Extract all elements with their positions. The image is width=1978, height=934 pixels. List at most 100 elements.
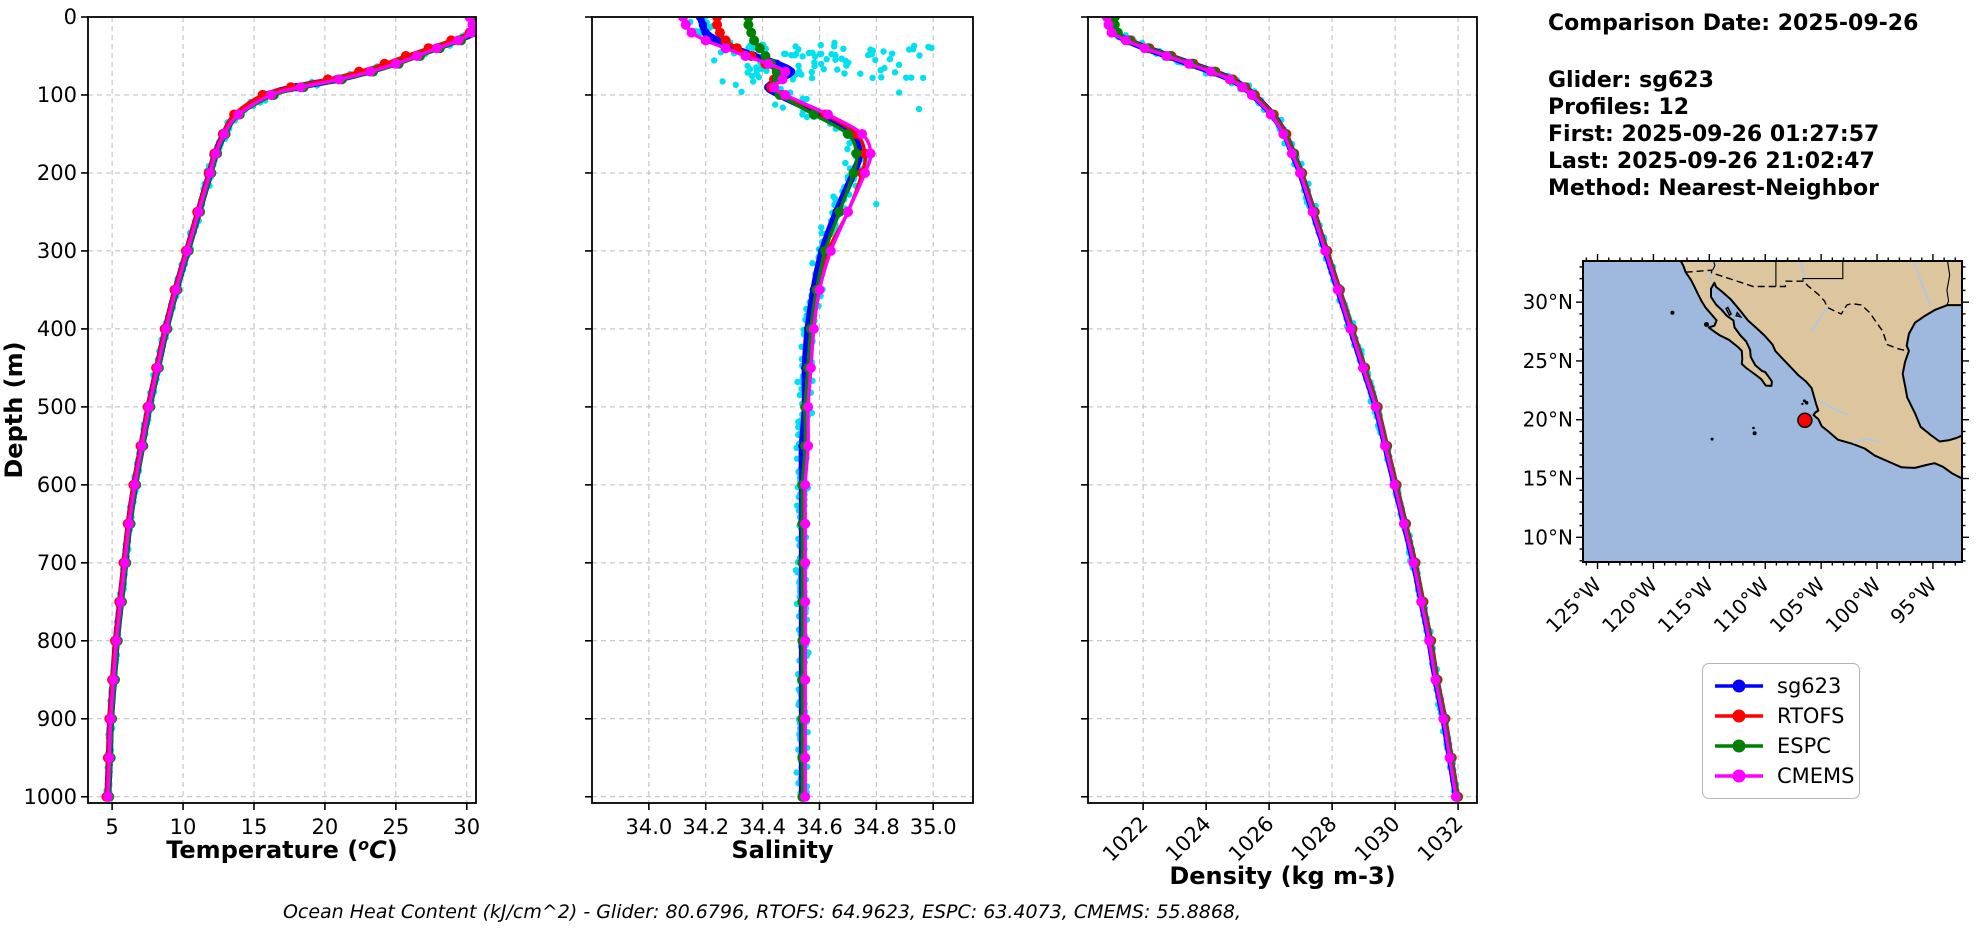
svg-text:25: 25: [382, 815, 409, 839]
svg-text:900: 900: [37, 707, 77, 731]
legend-item-sg623: sg623: [1713, 671, 1855, 701]
map-river: [1913, 261, 1932, 306]
profiles-count-text: Profiles: 12: [1548, 95, 1690, 120]
map-island-dot: [1802, 399, 1806, 403]
svg-text:20: 20: [312, 815, 339, 839]
legend-swatch-ESPC: [1715, 739, 1763, 753]
svg-text:600: 600: [37, 473, 77, 497]
density-grid: [1088, 16, 1477, 803]
map-state-line: [1802, 261, 1844, 282]
svg-text:30°N: 30°N: [1523, 290, 1573, 314]
svg-text:34.8: 34.8: [853, 815, 900, 839]
map-country-border: [1685, 269, 1909, 352]
map-island-dot: [1752, 431, 1757, 436]
info-spacer: [1548, 37, 1918, 67]
info-panel: Comparison Date: 2025-09-26 Glider: sg62…: [1548, 10, 1918, 202]
method-text: Method: Nearest-Neighbor: [1548, 176, 1879, 201]
map-island-dot: [1752, 426, 1755, 430]
svg-text:1026: 1026: [1224, 812, 1279, 867]
map-river: [1810, 306, 1828, 334]
legend-label-sg623: sg623: [1777, 674, 1842, 698]
svg-text:Density (kg m-3): Density (kg m-3): [1169, 862, 1395, 890]
map-state-line: [1946, 261, 1951, 306]
temperature-series-CMEMS: [102, 17, 476, 802]
map-island: [1725, 306, 1733, 317]
legend-label-ESPC: ESPC: [1777, 734, 1831, 758]
svg-text:400: 400: [37, 317, 77, 341]
comparison-date-text: Comparison Date: 2025-09-26: [1548, 11, 1919, 36]
svg-text:Temperature (oC): Temperature (oC): [166, 835, 398, 864]
map-state-line: [1712, 261, 1716, 271]
svg-text:110°W: 110°W: [1709, 572, 1774, 637]
legend-label-CMEMS: CMEMS: [1777, 764, 1855, 788]
svg-text:25°N: 25°N: [1523, 349, 1573, 373]
svg-text:1024: 1024: [1161, 812, 1216, 867]
last-profile-time-text: Last: 2025-09-26 21:02:47: [1548, 149, 1875, 174]
salinity-grid: [592, 16, 973, 803]
svg-text:34.4: 34.4: [739, 815, 786, 839]
map-island-dot: [1801, 402, 1804, 406]
svg-text:34.6: 34.6: [796, 815, 843, 839]
salinity-plot: 34.0 34.2 34.4 34.6 34.8 35.0 Salinity: [585, 16, 974, 864]
map-island-dot: [1670, 310, 1675, 315]
ocean-heat-content-footer: Ocean Heat Content (kJ/cm^2) - Glider: 8…: [282, 901, 1242, 923]
svg-text:15: 15: [241, 815, 268, 839]
svg-text:115°W: 115°W: [1653, 572, 1718, 637]
svg-text:1028: 1028: [1287, 812, 1342, 867]
map-island-dot: [1804, 400, 1809, 405]
svg-text:34.0: 34.0: [625, 815, 672, 839]
svg-text:125°W: 125°W: [1541, 572, 1606, 637]
svg-text:500: 500: [37, 395, 77, 419]
location-map: 30°N 25°N 20°N 15°N 10°N 125°W120°W115°W110°W…: [1523, 254, 1969, 638]
map-river: [1799, 261, 1805, 282]
svg-text:0: 0: [64, 5, 77, 29]
svg-text:5: 5: [105, 815, 118, 839]
legend-swatch-RTOFS: [1715, 709, 1763, 723]
legend-swatch-sg623: [1715, 679, 1763, 693]
map-island: [1735, 311, 1743, 319]
legend-item-ESPC: ESPC: [1713, 731, 1855, 761]
map-river: [1853, 437, 1880, 444]
legend-box: sg623 RTOFS ESPC CMEMS: [1702, 663, 1860, 799]
map-land: [1679, 261, 1962, 480]
svg-text:300: 300: [37, 239, 77, 263]
legend-label-RTOFS: RTOFS: [1777, 704, 1845, 728]
svg-text:95°W: 95°W: [1885, 572, 1941, 628]
svg-text:10: 10: [170, 815, 197, 839]
svg-text:1030: 1030: [1350, 812, 1405, 867]
svg-text:105°W: 105°W: [1765, 572, 1830, 637]
glider-position-marker: [1797, 412, 1813, 429]
map-island-dot: [1710, 437, 1714, 441]
first-profile-time-text: First: 2025-09-26 01:27:57: [1548, 122, 1880, 147]
svg-text:120°W: 120°W: [1597, 572, 1662, 637]
svg-text:700: 700: [37, 551, 77, 575]
legend-item-RTOFS: RTOFS: [1713, 701, 1855, 731]
legend-item-CMEMS: CMEMS: [1713, 761, 1855, 791]
legend-swatch-CMEMS: [1715, 769, 1763, 783]
svg-text:20°N: 20°N: [1523, 408, 1573, 432]
temperature-plot: 5 10 15 20 25 3001002003004005006007008009001…: [0, 5, 480, 864]
svg-text:35.0: 35.0: [910, 815, 957, 839]
svg-text:10°N: 10°N: [1523, 525, 1573, 549]
salinity-series-CMEMS: [678, 17, 876, 802]
svg-text:1032: 1032: [1413, 812, 1468, 867]
density-series-CMEMS: [1101, 17, 1461, 802]
svg-text:30: 30: [453, 815, 480, 839]
svg-text:Salinity: Salinity: [731, 836, 834, 864]
svg-text:1022: 1022: [1098, 812, 1153, 867]
svg-text:100: 100: [37, 83, 77, 107]
svg-text:800: 800: [37, 629, 77, 653]
density-plot: 1022 1024 1026 1028 1030 1032 Density (kg m-3): [1081, 16, 1478, 890]
svg-text:100°W: 100°W: [1821, 572, 1886, 637]
map-river: [1817, 399, 1850, 416]
svg-text:1000: 1000: [24, 785, 77, 809]
glider-name-text: Glider: sg623: [1548, 68, 1714, 93]
svg-text:15°N: 15°N: [1523, 467, 1573, 491]
svg-text:200: 200: [37, 161, 77, 185]
map-island-dot: [1704, 322, 1709, 327]
temperature-glider-scatter: [103, 17, 476, 801]
svg-text:34.2: 34.2: [682, 815, 729, 839]
svg-text:Depth (m): Depth (m): [0, 341, 28, 478]
